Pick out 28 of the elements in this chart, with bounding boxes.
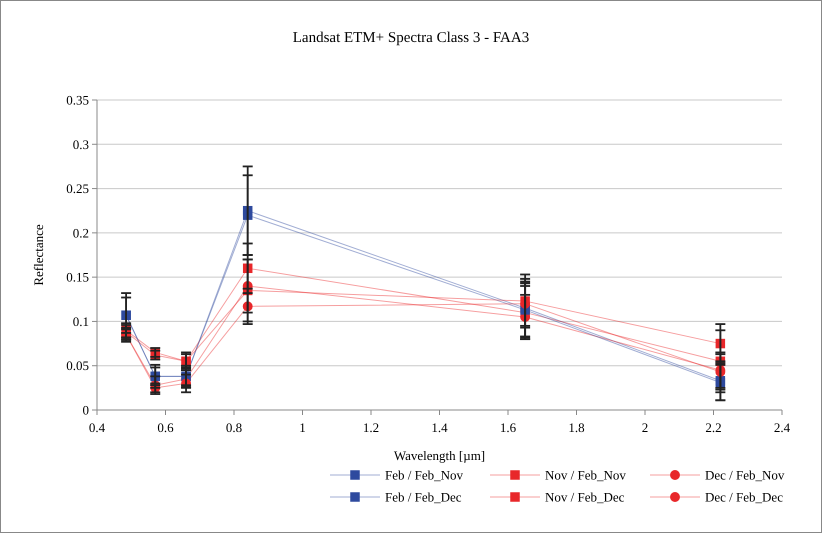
y-tick-label: 0 (82, 402, 89, 418)
y-axis-title: Reflectance (31, 224, 46, 286)
x-tick-label: 1.6 (500, 420, 517, 435)
legend-label: Nov / Feb_Nov (545, 468, 626, 482)
x-axis-title: Wavelength [µm] (394, 448, 486, 463)
legend-label: Dec / Feb_Dec (705, 490, 784, 504)
x-tick-label: 1.8 (568, 420, 585, 435)
x-tick-label: 2.4 (774, 420, 791, 435)
x-tick-label: 0.4 (88, 420, 106, 435)
y-tick-label: 0.2 (72, 225, 89, 240)
x-tick-label: 0.6 (157, 420, 174, 435)
x-tick-label: 1 (299, 420, 306, 435)
y-tick-label: 0.05 (66, 358, 89, 374)
legend-label: Nov / Feb_Dec (545, 490, 625, 504)
x-tick-label: 2 (642, 420, 648, 435)
x-tick-label: 2.2 (705, 420, 722, 435)
chart-title: Landsat ETM+ Spectra Class 3 - FAA3 (292, 30, 530, 46)
x-tick-label: 0.8 (226, 420, 242, 435)
y-tick-label: 0.3 (72, 136, 89, 152)
x-tick-label: 1.2 (362, 420, 380, 435)
x-tick-label: 1.4 (431, 420, 448, 435)
legend-label: Dec / Feb_Nov (705, 468, 785, 482)
legend-label: Feb / Feb_Dec (385, 490, 462, 504)
legend-label: Feb / Feb_Nov (385, 468, 464, 482)
y-tick-label: 0.1 (72, 314, 89, 329)
y-tick-label: 0.25 (66, 181, 89, 196)
y-tick-label: 0.35 (66, 92, 89, 108)
y-tick-label: 0.15 (66, 270, 89, 285)
